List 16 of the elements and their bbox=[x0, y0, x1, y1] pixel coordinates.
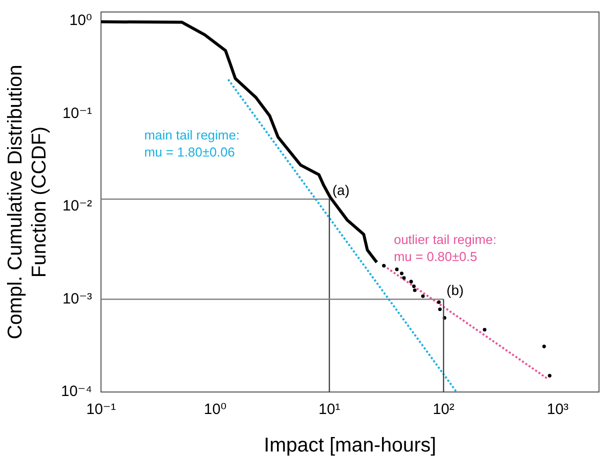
y-tick-label: 10⁻³ bbox=[62, 290, 92, 308]
x-tick-label: 10⁻¹ bbox=[86, 401, 116, 418]
x-tick-label: 10² bbox=[432, 401, 454, 418]
x-tick-label: 10⁰ bbox=[204, 401, 227, 418]
x-axis-title: Impact [man-hours] bbox=[264, 434, 436, 457]
y-tick-label: 10⁻² bbox=[62, 198, 92, 215]
series-label: main tail regime: mu = 1.80±0.06 bbox=[144, 128, 240, 160]
y-axis-title: Compl. Cumulative Distribution Function (CCDF) bbox=[4, 64, 51, 340]
annotation: (b) bbox=[446, 282, 464, 298]
x-tick-label: 10³ bbox=[546, 401, 569, 418]
annotation: (a) bbox=[332, 182, 350, 198]
y-tick-label: 10⁻¹ bbox=[62, 104, 92, 122]
y-tick-label: 10⁰ bbox=[69, 12, 92, 30]
x-tick-label: 10¹ bbox=[318, 401, 340, 418]
series-label: outlier tail regime: mu = 0.80±0.5 bbox=[394, 232, 496, 264]
y-tick-label: 10⁻⁴ bbox=[60, 383, 92, 400]
